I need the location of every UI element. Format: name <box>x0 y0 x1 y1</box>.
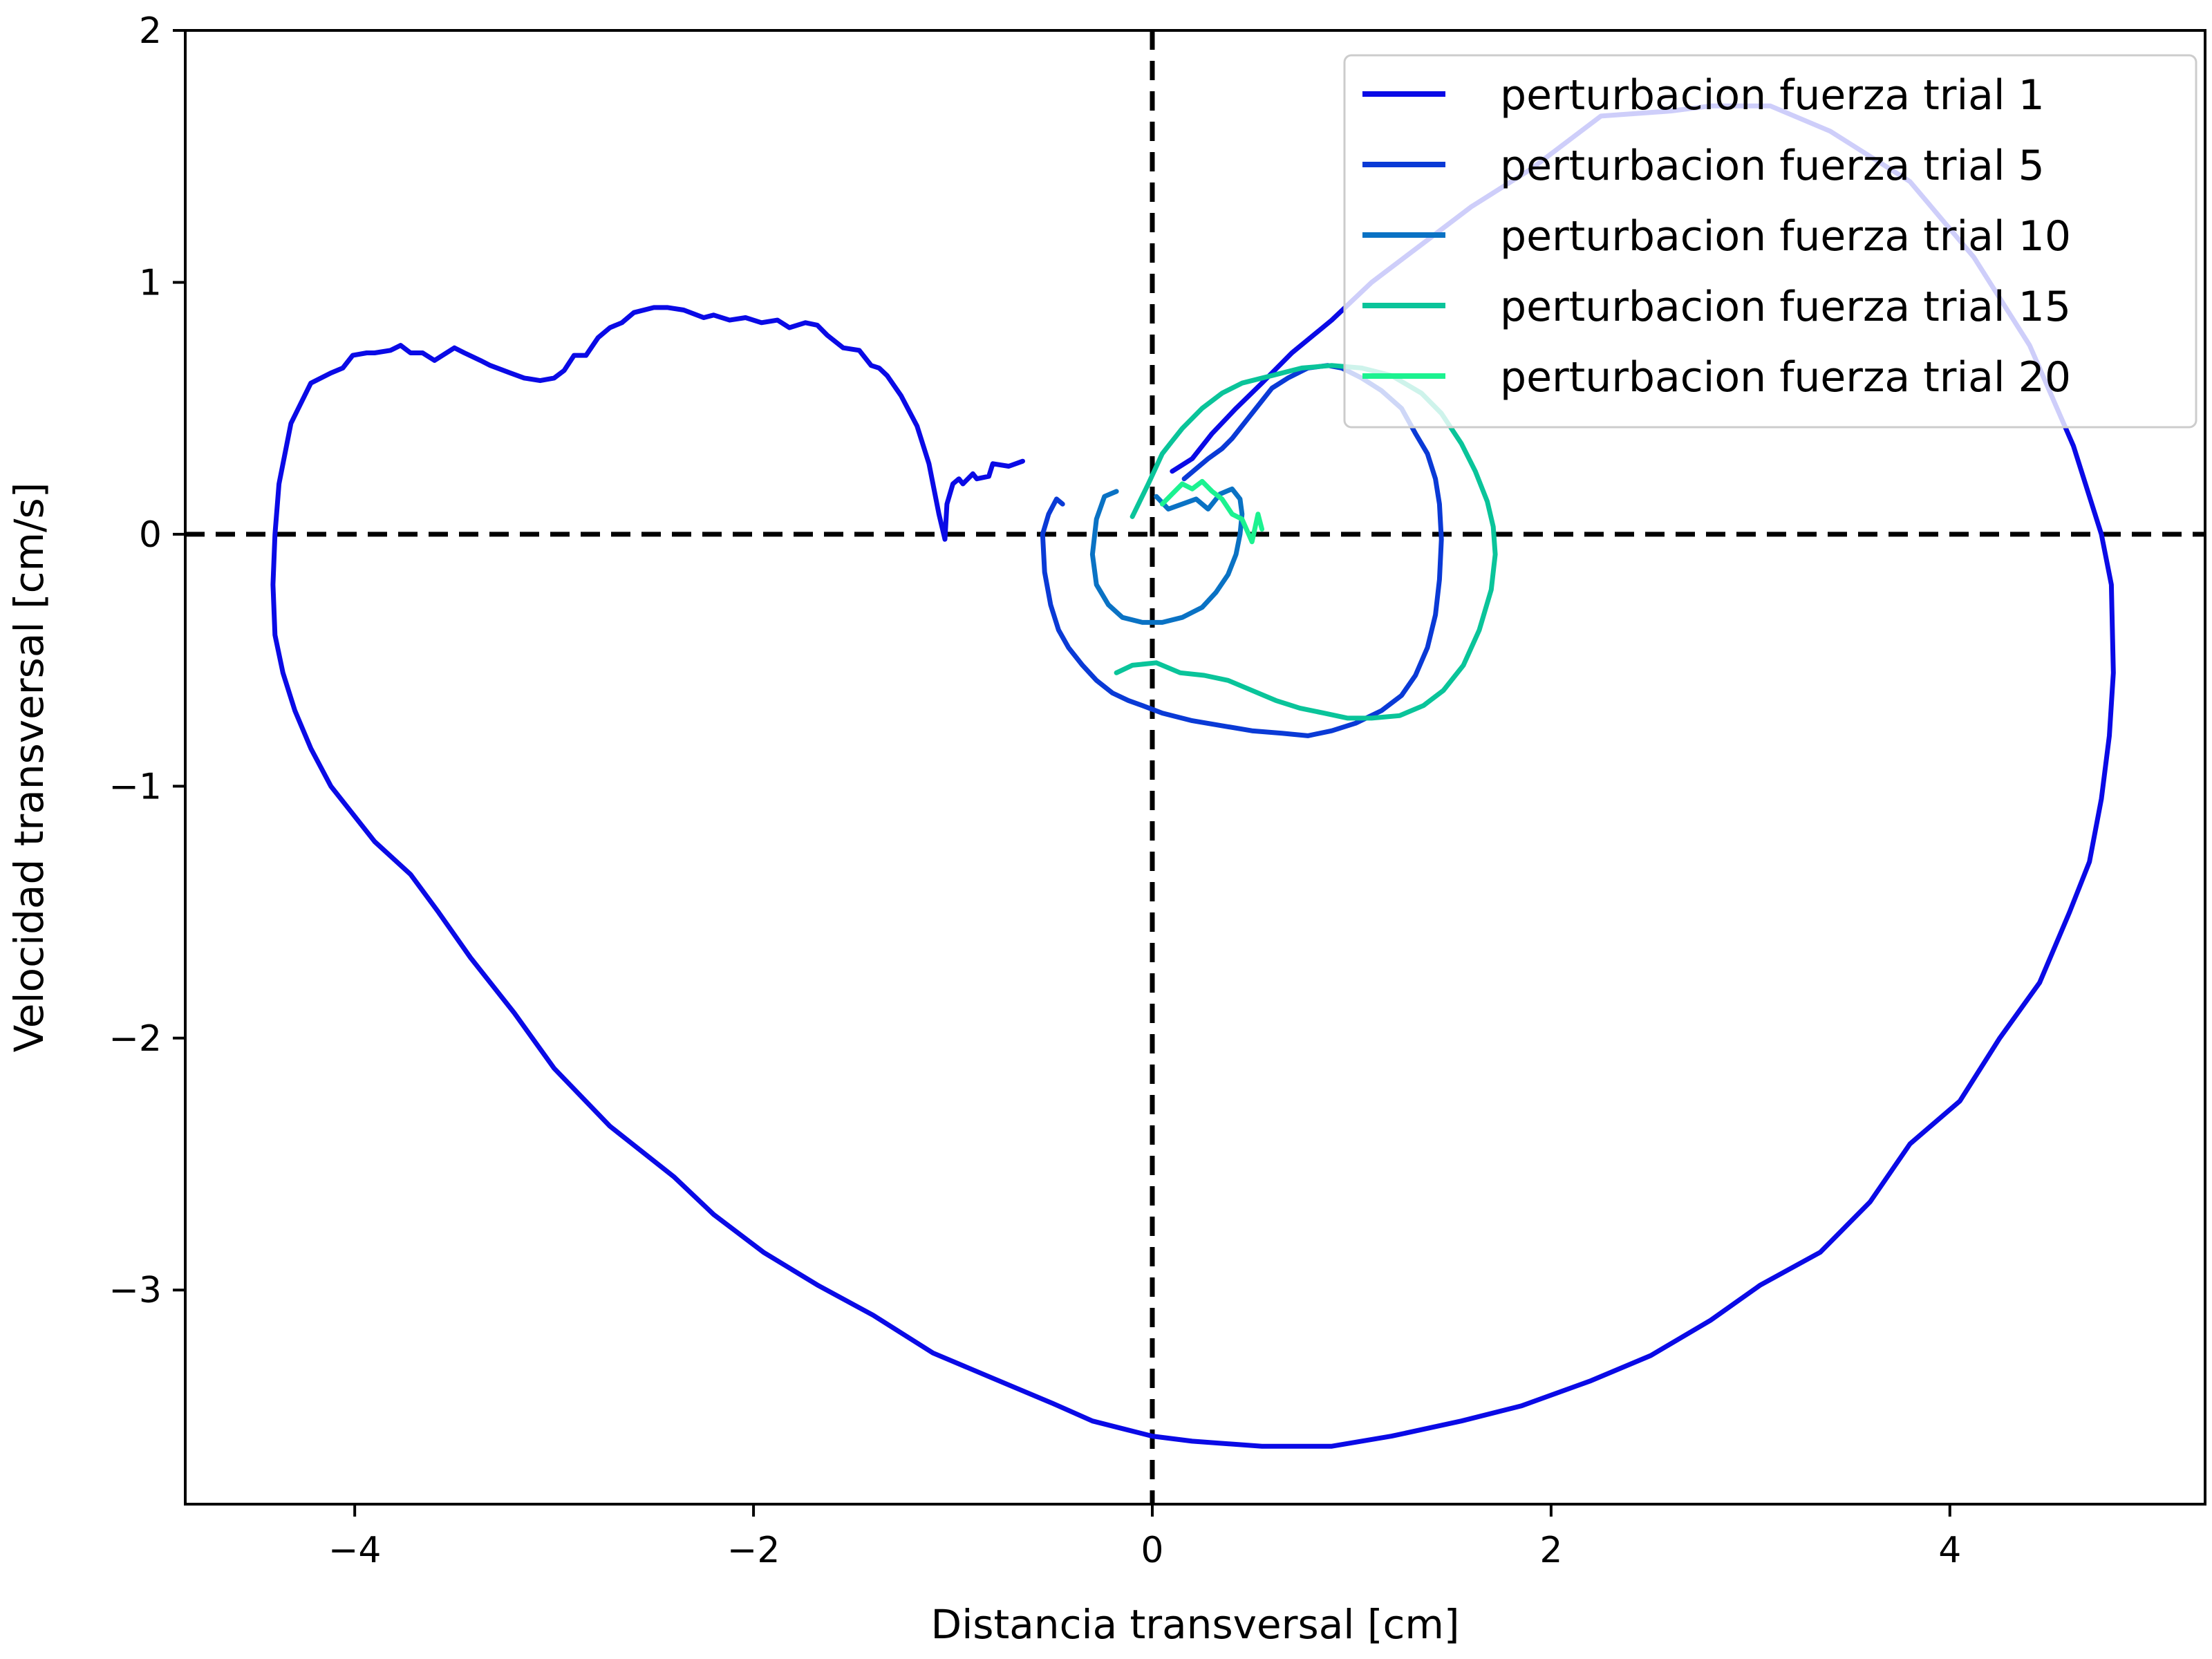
y-tick-label: 1 <box>139 262 162 303</box>
legend: perturbacion fuerza trial 1 perturbacion … <box>1343 54 2197 429</box>
x-tick-label: 4 <box>1938 1530 1961 1571</box>
reference-lines <box>185 30 2205 1504</box>
legend-label: perturbacion fuerza trial 15 <box>1500 283 2071 331</box>
legend-label: perturbacion fuerza trial 1 <box>1500 71 2045 120</box>
y-tick-label: −1 <box>109 766 162 807</box>
plot-frame <box>184 29 2206 1506</box>
y-tick-label: −3 <box>109 1270 162 1311</box>
y-tick-label: −2 <box>109 1018 162 1060</box>
y-tick-label: 0 <box>139 514 162 556</box>
series-line-4 <box>1114 363 1498 721</box>
x-tick-label: −2 <box>727 1530 780 1571</box>
series-line-3 <box>1089 486 1245 625</box>
x-tick-label: 0 <box>1141 1530 1163 1571</box>
series-layer <box>270 103 2116 1449</box>
legend-label: perturbacion fuerza trial 5 <box>1500 142 2045 190</box>
x-tick-label: −4 <box>328 1530 382 1571</box>
x-tick-label: 2 <box>1539 1530 1562 1571</box>
series-line-2 <box>1040 363 1444 738</box>
series-line-1 <box>270 103 2116 1449</box>
series-line-5 <box>1159 478 1265 545</box>
legend-box <box>1343 54 2197 429</box>
x-axis-label: Distancia transversal [cm] <box>931 1601 1460 1648</box>
legend-label: perturbacion fuerza trial 20 <box>1500 353 2071 402</box>
y-axis-label: Velocidad transversal [cm/s] <box>6 482 53 1053</box>
ticks-layer: −4 −2 0 2 4 −3 −2 −1 0 1 2 <box>109 10 1961 1571</box>
y-tick-label: 2 <box>139 10 162 52</box>
legend-label: perturbacion fuerza trial 10 <box>1500 212 2071 261</box>
